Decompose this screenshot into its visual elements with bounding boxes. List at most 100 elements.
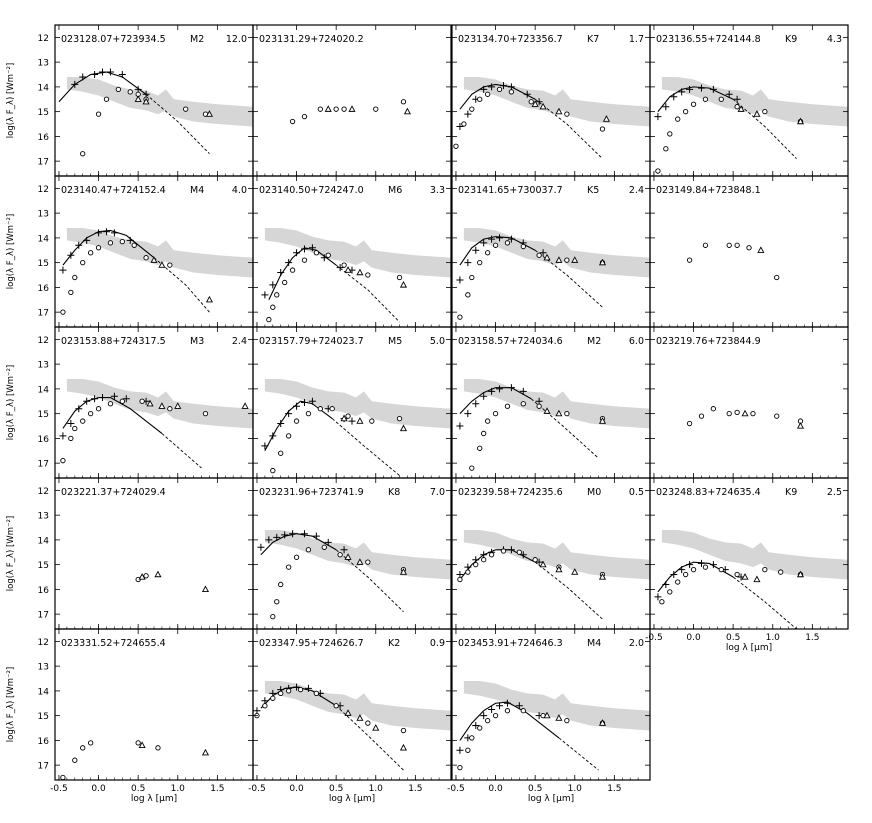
dereddened-point [293,418,300,424]
y-tick-label: 15 [38,410,49,420]
observed-point [662,580,670,588]
ir-point [598,573,607,580]
sed-panel: 12 13 14 15 16 17 log(λ F_λ) [Wm⁻²] 023153.88+7… [6,326,254,479]
dereddened-point [492,712,499,719]
dereddened-point [726,242,732,248]
sed-panel: 023219.76+723844.9 [649,326,849,479]
dereddened-point [675,116,681,122]
dereddened-point [321,544,327,550]
observed-point [678,88,686,96]
dereddened-point [68,435,74,442]
observed-point [697,84,705,92]
dereddened-point [520,708,526,714]
x-tick-label: 0.5 [131,784,145,794]
dereddened-point [746,245,752,251]
observed-point [464,259,472,267]
model-curve-dashed [335,549,404,612]
extinction-value: 0.9 [430,638,445,649]
dereddened-point [734,571,740,578]
y-tick-label: 14 [38,687,50,697]
dereddened-point [396,274,403,281]
source-id: 023158.57+724034.6 [458,336,563,347]
dust-band [66,228,253,278]
dereddened-point [477,96,483,102]
x-tick-label: -0.5 [645,633,663,643]
ir-point [158,261,166,268]
x-axis-label: log λ [μm] [528,794,574,804]
x-tick-label: -0.5 [447,784,465,794]
ir-point [737,105,745,112]
panel-frame [54,477,254,630]
dereddened-point [127,89,133,95]
ir-point [174,402,182,409]
dereddened-point [329,406,335,412]
sed-panel: 023231.96+723741.9 K8 7.0 [252,477,452,630]
observed-point [654,113,662,121]
dereddened-point [119,398,125,404]
dereddened-point [532,557,538,563]
plot-area [453,77,650,159]
dereddened-point [536,403,542,409]
ir-point [340,414,348,422]
dereddened-point [516,549,522,555]
dereddened-point [68,289,74,295]
source-id: 023221.37+724029.4 [61,487,166,498]
ir-point [539,560,547,568]
dereddened-point [675,579,681,585]
model-curve-dashed [335,705,404,771]
ir-point [324,105,332,112]
plot-area [456,228,650,320]
spectral-type: M4 [190,185,204,196]
model-curve-solid [62,396,163,434]
dereddened-point [115,86,122,93]
dereddened-point [285,433,292,439]
observed-point [340,546,348,554]
plot-area [456,681,650,771]
model-curve-dashed [530,398,599,459]
ir-point [356,417,364,424]
dust-band [264,530,451,580]
y-tick-label: 16 [38,737,50,747]
y-axis-label: log(λ F_λ) [Wm⁻²] [6,214,16,289]
source-id: 023141.65+730037.7 [458,185,563,196]
observed-point [300,399,308,406]
observed-point [293,683,301,691]
observed-point [324,538,332,546]
source-id: 023140.47+724152.4 [61,185,166,196]
dereddened-point [686,420,693,427]
x-tick-label: 0.0 [289,784,304,794]
observed-point [312,532,320,540]
observed-point [99,394,107,402]
dereddened-point [564,717,570,724]
ir-point [602,115,610,122]
ir-point [403,107,411,115]
observed-point [277,269,285,277]
ir-point [571,256,579,263]
panel-frame [649,175,849,328]
observed-point [289,530,297,538]
sed-panel: 12 13 14 15 16 17 -0.5 0.0 0.5 1.0 1.5 log λ [μm] lo… [6,628,254,804]
dereddened-point [365,272,371,278]
y-tick-label: 17 [38,762,49,772]
model-curve-dashed [145,93,210,155]
ir-point [205,110,213,117]
observed-point [106,68,114,76]
y-tick-label: 16 [38,586,50,596]
dereddened-point [396,415,403,422]
ir-point [399,743,408,751]
extinction-value: 0.5 [629,487,644,498]
dereddened-point [504,240,511,246]
dereddened-point [762,108,768,115]
dereddened-point [60,309,66,315]
dereddened-point [702,564,709,570]
dereddened-point [477,725,483,731]
spectral-type: K9 [785,487,797,498]
dereddened-point [278,450,284,456]
ir-point [201,585,210,593]
observed-point [118,71,126,79]
dereddened-point [477,445,483,451]
ir-point [150,256,158,263]
x-tick-label: 1.0 [568,784,583,794]
dereddened-point [301,113,308,120]
spectral-type: K7 [587,34,599,45]
